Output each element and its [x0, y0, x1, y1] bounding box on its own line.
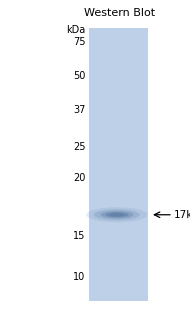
Ellipse shape [110, 213, 124, 216]
Ellipse shape [101, 211, 133, 218]
Text: 75: 75 [73, 37, 86, 47]
Text: 20: 20 [73, 173, 86, 183]
Text: kDa: kDa [66, 25, 86, 35]
Text: 50: 50 [73, 71, 86, 81]
Text: 25: 25 [73, 142, 86, 152]
Ellipse shape [105, 212, 128, 217]
Text: Western Blot: Western Blot [84, 8, 155, 18]
Ellipse shape [94, 209, 140, 220]
Text: 17kDa: 17kDa [174, 210, 190, 220]
Text: 15: 15 [73, 231, 86, 241]
Bar [89, 28, 148, 301]
Text: 37: 37 [73, 105, 86, 115]
Ellipse shape [86, 207, 147, 222]
Text: 10: 10 [73, 272, 86, 281]
